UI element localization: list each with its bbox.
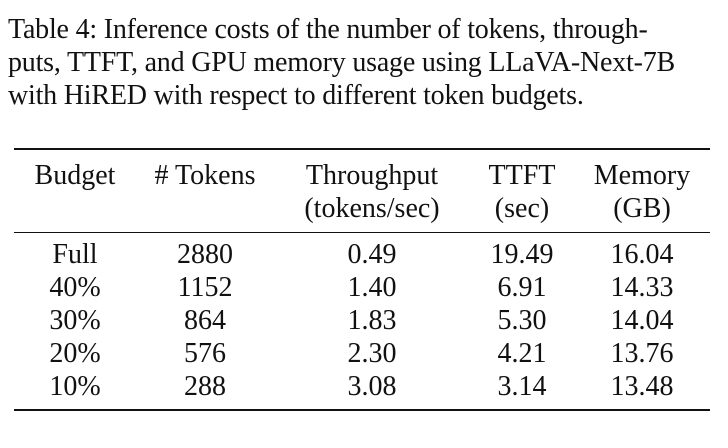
inference-cost-table: Budget # Tokens Throughput TTFT Memory (… — [14, 148, 710, 411]
header-memory-unit: (GB) — [613, 193, 671, 224]
header-tokens: # Tokens — [154, 160, 256, 191]
cell-memory: 13.48 — [610, 371, 674, 402]
table-row: 20% 576 2.30 4.21 13.76 — [14, 337, 710, 370]
caption-line-3: with HiRED with respect to different tok… — [8, 80, 584, 111]
table-row: 30% 864 1.83 5.30 14.04 — [14, 304, 710, 337]
cell-ttft: 4.21 — [497, 338, 547, 369]
cell-budget: 40% — [49, 272, 101, 303]
table-row: Full 2880 0.49 19.49 16.04 — [14, 233, 710, 271]
header-budget-unit — [14, 192, 136, 232]
cell-ttft: 5.30 — [497, 305, 547, 336]
header-budget: Budget — [34, 160, 116, 191]
cell-throughput: 1.40 — [347, 272, 397, 303]
table-caption: Table 4: Inference costs of the number o… — [8, 13, 724, 112]
header-throughput: Throughput — [305, 160, 439, 191]
cell-tokens: 288 — [184, 371, 226, 402]
cell-ttft: 19.49 — [490, 239, 554, 270]
header-throughput-unit: (tokens/sec) — [304, 193, 440, 224]
table-row: 10% 288 3.08 3.14 13.48 — [14, 370, 710, 409]
cell-memory: 16.04 — [610, 239, 674, 270]
cell-budget: 20% — [49, 338, 101, 369]
cell-throughput: 3.08 — [347, 371, 397, 402]
caption-line-1: Table 4: Inference costs of the number o… — [8, 14, 648, 45]
table-row: 40% 1152 1.40 6.91 14.33 — [14, 271, 710, 304]
table-mid-rule — [14, 232, 710, 233]
header-ttft-unit: (sec) — [494, 193, 550, 224]
cell-budget: 10% — [49, 371, 101, 402]
cell-ttft: 3.14 — [497, 371, 547, 402]
header-row-2: (tokens/sec) (sec) (GB) — [14, 192, 710, 232]
table-bottom-rule — [14, 409, 710, 411]
data-table: Budget # Tokens Throughput TTFT Memory (… — [14, 150, 710, 232]
cell-ttft: 6.91 — [497, 272, 547, 303]
cell-memory: 14.33 — [610, 272, 674, 303]
table-top-rule — [14, 148, 710, 150]
header-ttft: TTFT — [488, 160, 556, 191]
cell-throughput: 2.30 — [347, 338, 397, 369]
cell-memory: 14.04 — [610, 305, 674, 336]
header-row-1: Budget # Tokens Throughput TTFT Memory — [14, 150, 710, 192]
cell-tokens: 2880 — [177, 239, 233, 270]
header-memory: Memory — [593, 160, 691, 191]
cell-throughput: 0.49 — [347, 239, 397, 270]
cell-memory: 13.76 — [610, 338, 674, 369]
cell-tokens: 864 — [184, 305, 226, 336]
cell-budget: 30% — [49, 305, 101, 336]
cell-budget: Full — [52, 239, 98, 270]
data-table-body: Full 2880 0.49 19.49 16.04 40% 1152 1.40… — [14, 233, 710, 409]
caption-line-2: puts, TTFT, and GPU memory usage using L… — [8, 47, 675, 78]
cell-throughput: 1.83 — [347, 305, 397, 336]
cell-tokens: 576 — [184, 338, 226, 369]
header-tokens-unit — [136, 192, 274, 232]
cell-tokens: 1152 — [177, 272, 233, 303]
